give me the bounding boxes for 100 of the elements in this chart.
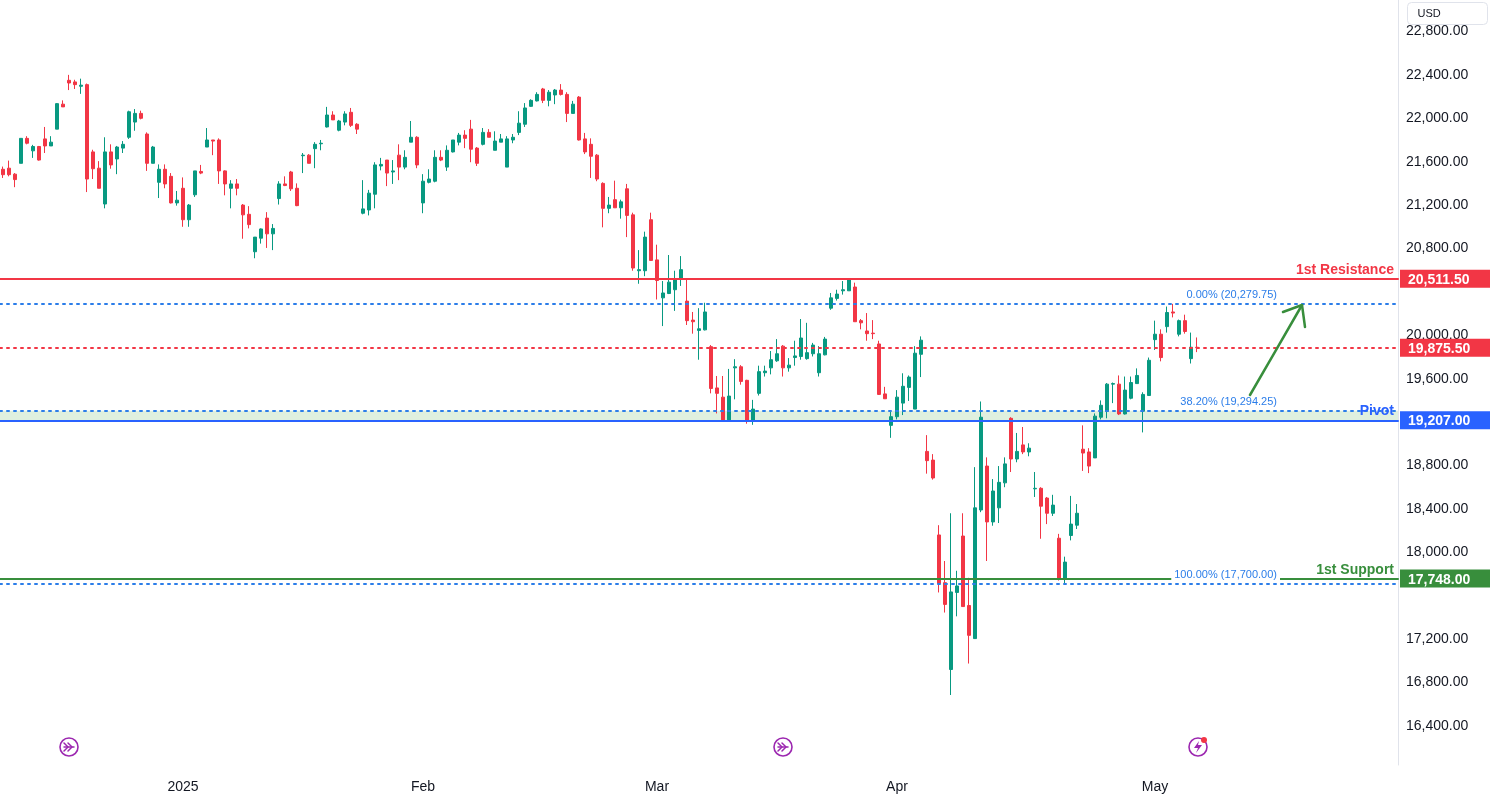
candlestick — [997, 465, 1001, 524]
candlestick — [289, 170, 293, 192]
candlestick — [211, 139, 215, 156]
candlestick — [115, 145, 119, 175]
candlestick — [283, 175, 287, 187]
ref-line-label: 1st Resistance — [1295, 260, 1395, 277]
candlestick — [517, 110, 521, 136]
candlestick — [619, 199, 623, 220]
candlestick — [913, 345, 917, 410]
candlestick — [265, 211, 269, 249]
candlestick — [817, 345, 821, 378]
candlestick — [505, 135, 509, 168]
candlestick — [295, 182, 299, 207]
candlestick — [193, 170, 197, 198]
y-tick-label: 22,400.00 — [1406, 65, 1469, 82]
candlestick — [1183, 314, 1187, 335]
candlestick — [703, 302, 707, 331]
candlestick — [37, 145, 41, 162]
candlestick — [7, 160, 11, 177]
candlestick — [499, 133, 503, 143]
candlestick — [1129, 376, 1133, 400]
candlestick — [541, 87, 545, 104]
y-tick-label: 18,000.00 — [1406, 543, 1469, 560]
y-tick-label: 16,800.00 — [1406, 673, 1469, 690]
candlestick — [157, 163, 161, 199]
candlestick — [511, 133, 515, 144]
candlestick — [589, 137, 593, 179]
candlestick — [247, 205, 251, 229]
candlestick — [91, 149, 95, 180]
text: USD — [1417, 7, 1441, 19]
candlestick — [865, 312, 869, 342]
candlestick — [1015, 432, 1019, 463]
ref-line-label: 0.00% (20,279.75) — [1186, 288, 1277, 301]
candlestick — [895, 389, 899, 420]
candlestick — [445, 144, 449, 172]
candlestick — [727, 368, 731, 421]
candlestick — [793, 340, 797, 367]
candlestick — [85, 83, 89, 193]
candlestick — [31, 144, 35, 159]
candlestick — [61, 99, 65, 108]
candlestick — [871, 319, 875, 340]
candlestick — [457, 132, 461, 146]
candlestick — [121, 140, 125, 154]
candlestick — [319, 139, 323, 151]
candlestick — [529, 98, 533, 108]
candlestick — [787, 357, 791, 373]
candlestick — [97, 160, 101, 189]
candlestick — [649, 212, 653, 262]
candlestick — [733, 358, 737, 400]
candlestick — [379, 157, 383, 171]
candlestick — [1135, 367, 1139, 385]
candlestick — [133, 108, 137, 132]
candlestick — [469, 119, 473, 163]
candlestick — [343, 110, 347, 126]
ref-line-label: Pivot — [1359, 402, 1395, 419]
candlestick — [673, 270, 677, 312]
candlestick — [949, 512, 953, 696]
candlestick — [553, 88, 557, 105]
candlestick — [175, 190, 179, 207]
candlestick — [691, 311, 695, 335]
candlestick — [307, 153, 311, 164]
candlestick — [775, 338, 779, 363]
candlestick — [361, 179, 365, 215]
candlestick — [613, 180, 617, 209]
candlestick — [1009, 416, 1013, 473]
ref-line-label: 38.20% (19,294.25) — [1180, 395, 1277, 408]
candlestick — [667, 254, 671, 295]
candlestick — [439, 149, 443, 162]
text: 20,511.50 — [1408, 270, 1470, 287]
candlestick — [259, 227, 263, 245]
candlestick — [55, 102, 59, 130]
candlestick — [169, 172, 173, 204]
candlestick — [481, 127, 485, 146]
candlestick — [1093, 412, 1097, 459]
candlestick — [715, 375, 719, 414]
candlestick — [331, 110, 335, 121]
candlestick — [1105, 382, 1109, 419]
candlestick — [313, 141, 317, 169]
candlestick — [325, 106, 329, 128]
candlestick — [1141, 391, 1145, 433]
candlestick — [451, 139, 455, 153]
candlestick — [1075, 503, 1079, 530]
candlestick — [13, 172, 17, 188]
candlestick — [721, 375, 725, 421]
candlestick — [205, 127, 209, 148]
candlestick — [979, 400, 983, 513]
candlestick — [493, 130, 497, 151]
candlestick — [1099, 399, 1103, 420]
candlestick — [1045, 496, 1049, 525]
candlestick — [1123, 376, 1127, 416]
y-tick-label: 19,600.00 — [1406, 369, 1469, 386]
candlestick — [637, 249, 641, 285]
candlestick — [1033, 471, 1037, 498]
candlestick — [883, 386, 887, 400]
candlestick — [1087, 447, 1091, 474]
candlestick — [151, 145, 155, 164]
candlestick — [1039, 486, 1043, 540]
candlestick — [925, 434, 929, 475]
candlestick — [799, 318, 803, 361]
candlestick — [223, 169, 227, 196]
